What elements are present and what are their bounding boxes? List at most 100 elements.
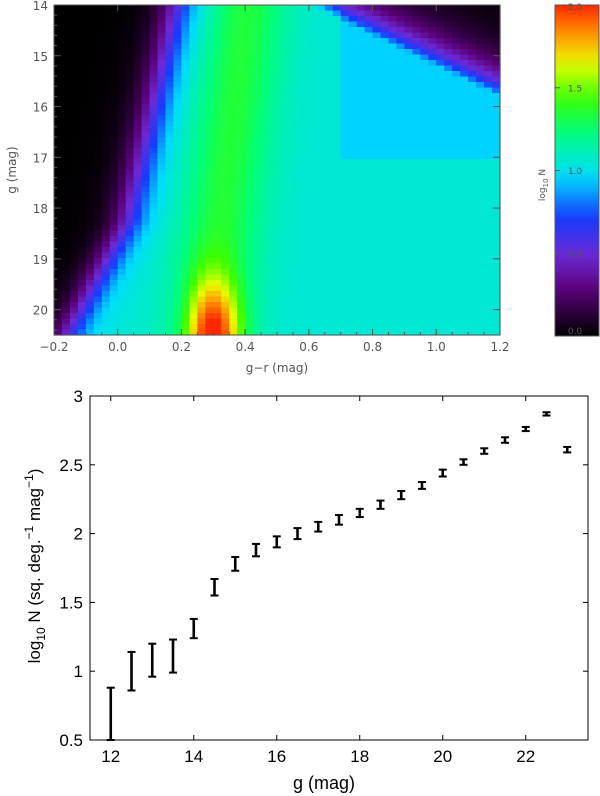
heatmap-cell <box>348 65 358 72</box>
heatmap-cell <box>324 142 334 149</box>
heatmap-cell <box>420 302 429 309</box>
heatmap-cell <box>261 76 270 83</box>
heatmap-cell <box>444 263 453 270</box>
heatmap-cell <box>133 230 143 237</box>
heatmap-cell <box>364 21 374 28</box>
heatmap-cell <box>109 313 119 320</box>
heatmap-cell <box>492 329 501 336</box>
heatmap-cell <box>173 164 183 171</box>
heatmap-cell <box>253 175 262 182</box>
heatmap-cell <box>468 252 477 259</box>
heatmap-cell <box>340 65 350 72</box>
heatmap-cell <box>372 186 382 193</box>
heatmap-cell <box>54 126 63 133</box>
heatmap-cell <box>348 153 358 160</box>
heatmap-cell <box>221 164 230 171</box>
heatmap-cell <box>300 203 310 210</box>
heatmap-cell <box>237 126 246 133</box>
heatmap-cell <box>165 65 175 72</box>
heatmap-cell <box>181 263 190 270</box>
heatmap-cell <box>436 76 445 83</box>
heatmap-cell <box>141 10 151 17</box>
heatmap-cell <box>452 307 461 314</box>
heatmap-cell <box>324 60 334 67</box>
heatmap-cell <box>468 164 477 171</box>
heatmap-cell <box>93 192 103 199</box>
error-bar-point <box>335 514 343 526</box>
heatmap-cell <box>269 285 278 292</box>
heatmap-cell <box>452 49 461 56</box>
heatmap-cell <box>364 230 374 237</box>
heatmap-cell <box>412 214 421 221</box>
heatmap-cell <box>372 197 382 204</box>
heatmap-cell <box>157 263 167 270</box>
heatmap-cell <box>300 65 310 72</box>
heatmap-cell <box>221 208 230 215</box>
heatmap-cell <box>229 16 238 23</box>
heatmap-cell <box>157 71 167 78</box>
heatmap-cell <box>412 32 421 39</box>
heatmap-cell <box>189 203 198 210</box>
heatmap-cell <box>404 32 413 39</box>
heatmap-cell <box>197 197 206 204</box>
heatmap-cell <box>492 324 501 331</box>
heatmap-cell <box>444 313 453 320</box>
heatmap-cell <box>261 87 270 94</box>
heatmap-cell <box>269 21 278 28</box>
heatmap-cell <box>133 296 143 303</box>
heatmap-cell <box>261 230 270 237</box>
heatmap-cell <box>117 302 127 309</box>
heatmap-cell <box>54 65 63 72</box>
heatmap-cell <box>396 285 406 292</box>
heatmap-cell <box>324 252 334 259</box>
heatmap-cell <box>125 131 135 138</box>
heatmap-cell <box>133 120 143 127</box>
heatmap-cell <box>109 230 119 237</box>
heatmap-cell <box>492 164 501 171</box>
heatmap-cell <box>420 82 429 89</box>
heatmap-cell <box>69 274 79 281</box>
heatmap-cell <box>468 65 477 72</box>
heatmap-cell <box>460 247 469 254</box>
heatmap-cell <box>388 131 398 138</box>
heatmap-cell <box>205 54 214 61</box>
heatmap-cell <box>173 131 183 138</box>
heatmap-cell <box>316 274 326 281</box>
heatmap-cell <box>157 219 167 226</box>
heatmap-cell <box>245 5 254 12</box>
heatmap-cell <box>412 307 421 314</box>
heatmap-cell <box>340 269 350 276</box>
heatmap-cell <box>213 120 222 127</box>
heatmap-cell <box>404 120 413 127</box>
heatmap-cell <box>173 43 183 50</box>
heatmap-cell <box>388 93 398 100</box>
heatmap-cell <box>253 258 262 265</box>
heatmap-cell <box>141 93 151 100</box>
heatmap-cell <box>221 120 230 127</box>
heatmap-cell <box>157 175 167 182</box>
heatmap-cell <box>332 269 342 276</box>
heatmap-cell <box>452 208 461 215</box>
heatmap-cell <box>364 104 374 111</box>
heatmap-cell <box>308 137 318 144</box>
heatmap-cell <box>141 109 151 116</box>
heatmap-cell <box>380 159 390 166</box>
heatmap-cell <box>229 175 238 182</box>
heatmap-cell <box>388 76 398 83</box>
heatmap-cell <box>356 285 366 292</box>
heatmap-cell <box>261 38 270 45</box>
heatmap-cell <box>221 49 230 56</box>
heatmap-cell <box>181 181 190 188</box>
heatmap-cell <box>340 82 350 89</box>
heatmap-cell <box>93 38 103 45</box>
heatmap-cell <box>452 93 461 100</box>
heatmap-cell <box>308 296 318 303</box>
heatmap-cell <box>380 104 390 111</box>
heatmap-cell <box>436 197 445 204</box>
heatmap-cell <box>396 98 406 105</box>
heatmap-cell <box>109 71 119 78</box>
heatmap-cell <box>332 274 342 281</box>
heatmap-cell <box>229 203 238 210</box>
heatmap-cell <box>356 280 366 287</box>
